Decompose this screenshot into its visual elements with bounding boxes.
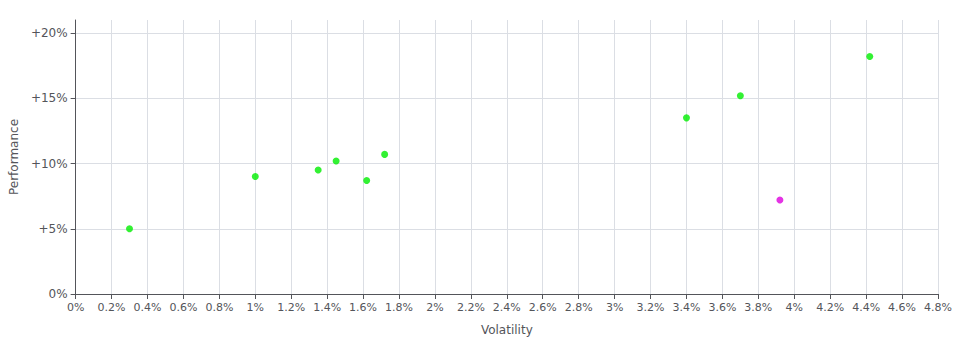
svg-text:0.4%: 0.4% bbox=[134, 301, 162, 314]
svg-text:4.8%: 4.8% bbox=[924, 301, 952, 314]
svg-text:0%: 0% bbox=[49, 287, 68, 301]
svg-text:0.8%: 0.8% bbox=[205, 301, 233, 314]
svg-text:3.2%: 3.2% bbox=[637, 301, 665, 314]
svg-text:1.4%: 1.4% bbox=[313, 301, 341, 314]
svg-text:2.8%: 2.8% bbox=[565, 301, 593, 314]
svg-text:+15%: +15% bbox=[31, 91, 68, 105]
svg-text:1.6%: 1.6% bbox=[349, 301, 377, 314]
svg-text:1.2%: 1.2% bbox=[277, 301, 305, 314]
svg-text:0%: 0% bbox=[67, 301, 84, 314]
svg-text:2.2%: 2.2% bbox=[457, 301, 485, 314]
svg-text:Volatility: Volatility bbox=[481, 323, 533, 337]
svg-text:1.8%: 1.8% bbox=[385, 301, 413, 314]
svg-text:3.6%: 3.6% bbox=[708, 301, 736, 314]
svg-text:+10%: +10% bbox=[31, 157, 68, 171]
svg-text:0.2%: 0.2% bbox=[98, 301, 126, 314]
svg-text:2.4%: 2.4% bbox=[493, 301, 521, 314]
svg-text:0.6%: 0.6% bbox=[169, 301, 197, 314]
svg-text:Performance: Performance bbox=[7, 119, 21, 195]
svg-text:3.8%: 3.8% bbox=[744, 301, 772, 314]
svg-text:2%: 2% bbox=[426, 301, 443, 314]
svg-text:+20%: +20% bbox=[31, 26, 68, 40]
svg-text:4%: 4% bbox=[786, 301, 803, 314]
svg-text:3.4%: 3.4% bbox=[672, 301, 700, 314]
svg-text:3%: 3% bbox=[606, 301, 623, 314]
svg-text:+5%: +5% bbox=[39, 222, 68, 236]
svg-text:4.2%: 4.2% bbox=[816, 301, 844, 314]
svg-text:4.6%: 4.6% bbox=[888, 301, 916, 314]
svg-text:2.6%: 2.6% bbox=[529, 301, 557, 314]
svg-text:4.4%: 4.4% bbox=[852, 301, 880, 314]
svg-text:1%: 1% bbox=[247, 301, 264, 314]
